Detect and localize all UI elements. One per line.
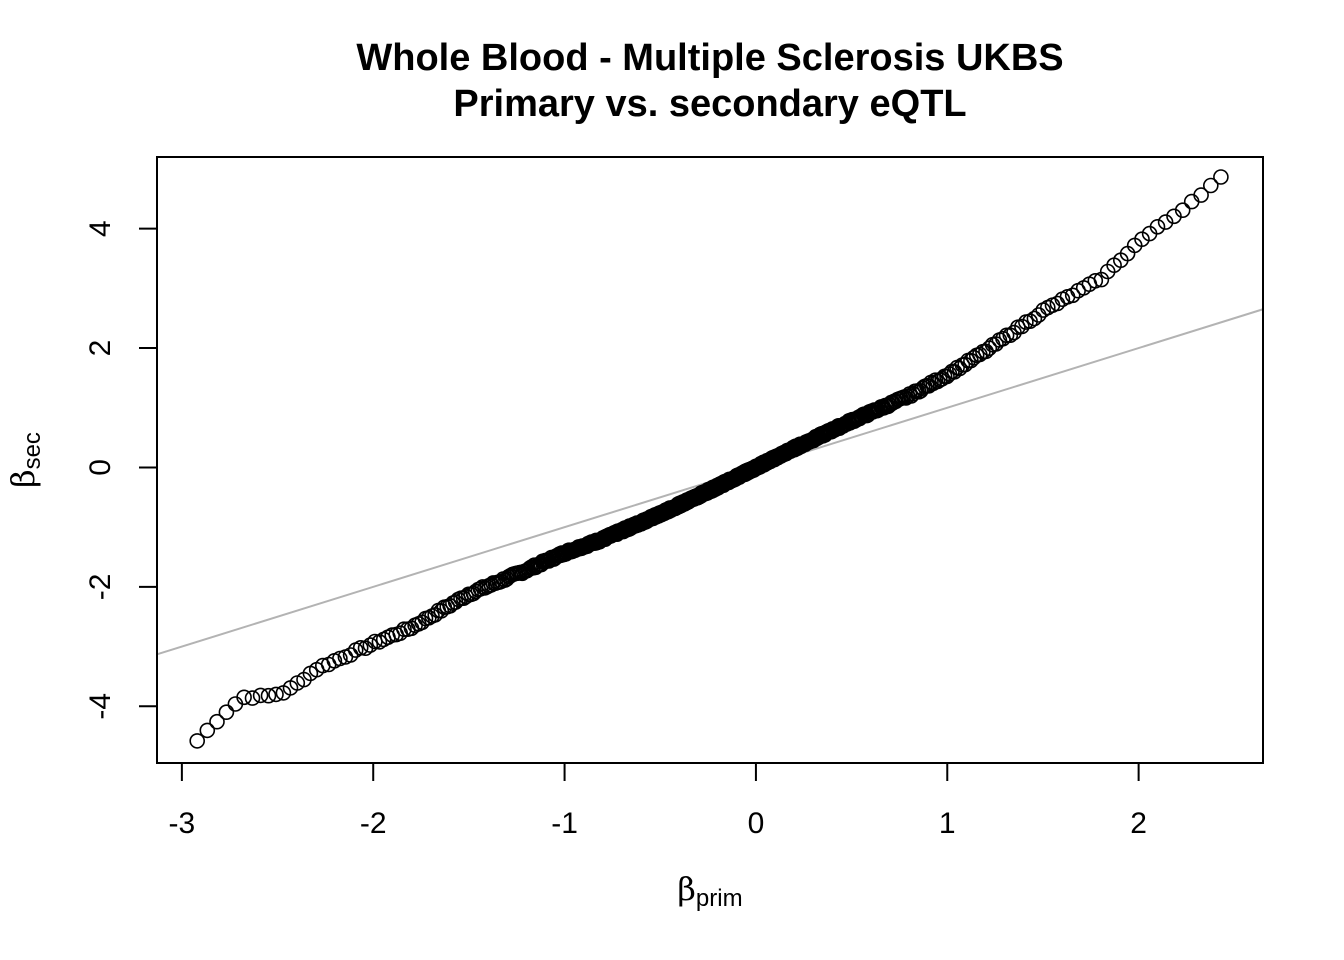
- data-point: [218, 704, 235, 721]
- data-point: [1064, 287, 1081, 304]
- data-point: [1087, 272, 1104, 289]
- data-point: [396, 621, 412, 638]
- x-axis-label-subscript: prim: [696, 885, 743, 912]
- x-tick-label: -1: [551, 807, 578, 840]
- data-point: [352, 639, 369, 656]
- data-points-layer: [189, 169, 1229, 749]
- data-point: [268, 686, 284, 703]
- data-point: [244, 690, 261, 706]
- data-point: [927, 372, 944, 389]
- data-point: [914, 380, 931, 396]
- x-tick-label: -3: [169, 807, 196, 840]
- x-axis-label: βprim: [677, 870, 742, 912]
- data-point: [998, 327, 1015, 344]
- data-point: [1213, 169, 1229, 185]
- y-tick-label: 4: [84, 220, 117, 237]
- data-point: [1149, 219, 1166, 235]
- data-point: [342, 647, 359, 663]
- data-point: [903, 388, 920, 404]
- y-axis-label-subscript: sec: [19, 432, 46, 469]
- data-point: [209, 713, 225, 730]
- x-tick-label: 0: [748, 807, 765, 840]
- data-point: [1174, 202, 1191, 218]
- data-point: [199, 722, 216, 739]
- x-tick-label: 2: [1130, 807, 1147, 840]
- y-axis-label: βsec: [4, 432, 46, 488]
- x-axis-label-symbol: β: [677, 870, 696, 908]
- chart-subtitle: Primary vs. secondary eQTL: [453, 83, 966, 125]
- data-point: [455, 590, 472, 607]
- x-tick-label: -2: [360, 807, 387, 840]
- data-point: [260, 687, 277, 704]
- chart-title: Whole Blood - Multiple Sclerosis UKBS: [356, 37, 1063, 79]
- x-axis: -3 -2 -1 0 1 2: [169, 762, 1147, 840]
- data-point: [1157, 214, 1174, 230]
- data-point: [1183, 193, 1200, 210]
- y-tick-label: 0: [84, 459, 117, 476]
- y-axis-label-symbol: β: [4, 469, 42, 488]
- x-tick-label: 1: [939, 807, 956, 840]
- data-point: [1203, 177, 1219, 194]
- data-point: [1014, 318, 1030, 335]
- data-point: [1193, 187, 1209, 203]
- data-point: [236, 689, 252, 706]
- data-point: [1026, 310, 1043, 327]
- data-point: [252, 687, 269, 704]
- y-axis: -4 -2 0 2 4: [84, 220, 158, 720]
- y-tick-label: -4: [84, 693, 117, 720]
- y-tick-label: 2: [84, 340, 117, 357]
- data-point: [939, 368, 955, 385]
- y-tick-label: -2: [84, 574, 117, 601]
- data-point: [189, 733, 205, 749]
- data-point: [362, 637, 379, 653]
